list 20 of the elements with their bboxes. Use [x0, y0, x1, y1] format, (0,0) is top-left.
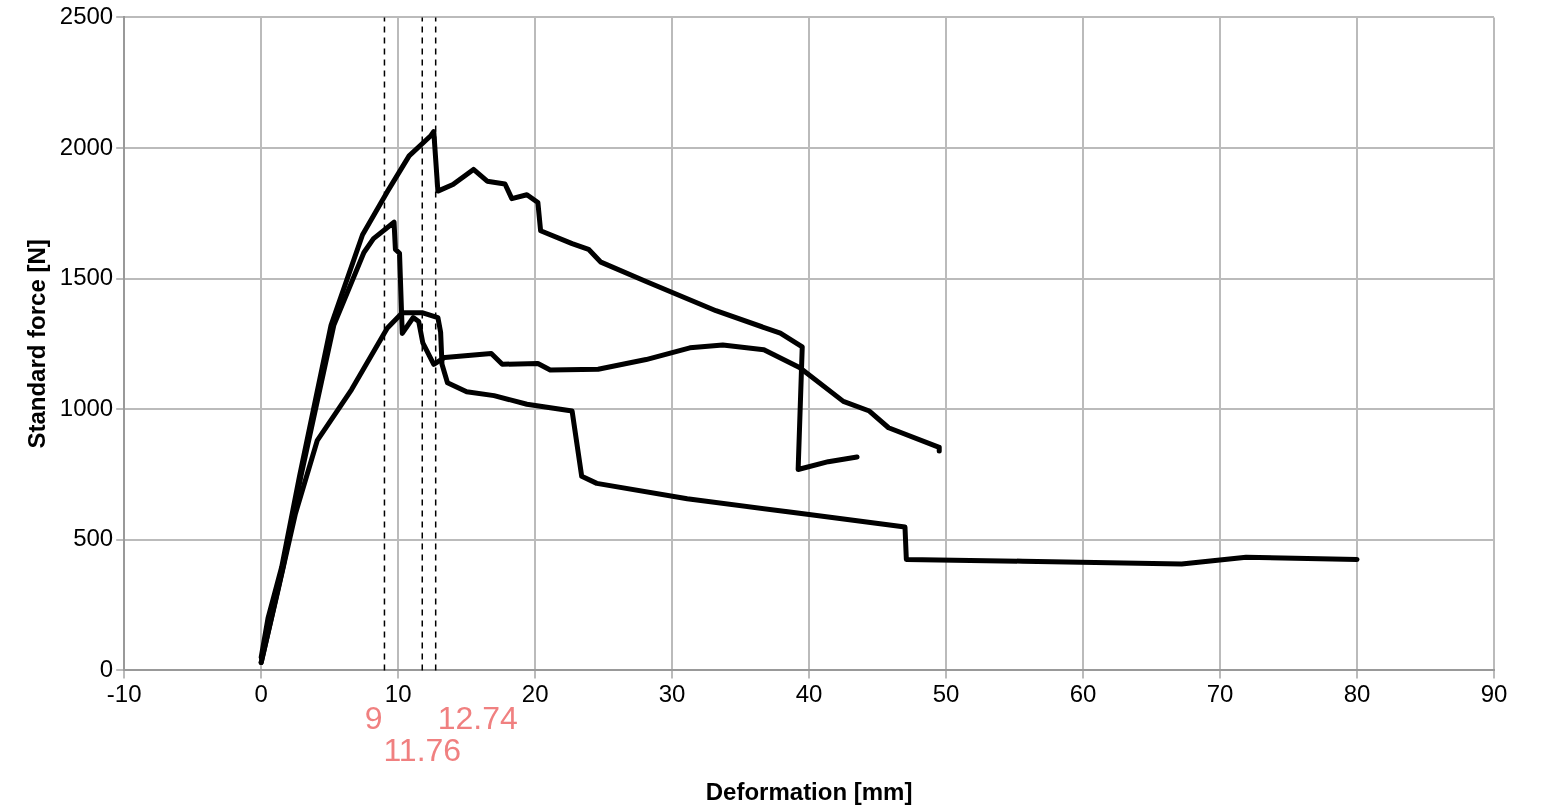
- x-tick-label: 70: [1206, 680, 1234, 708]
- y-tick-label: 0: [99, 655, 114, 683]
- y-axis-title: Standard force [N]: [23, 239, 51, 449]
- x-tick-label: 0: [254, 680, 268, 708]
- x-tick-label: 80: [1343, 680, 1371, 708]
- x-tick-label: -10: [106, 680, 142, 708]
- y-tick-label: 500: [73, 524, 114, 552]
- x-tick-label: 30: [658, 680, 686, 708]
- x-tick-label: 60: [1069, 680, 1097, 708]
- y-tick-label: 2000: [59, 132, 114, 160]
- x-tick-label: 50: [932, 680, 960, 708]
- y-tick-label: 2500: [59, 2, 114, 30]
- x-tick-label: 90: [1480, 680, 1508, 708]
- ref-line-label: 9: [364, 700, 383, 737]
- x-tick-label: 10: [384, 680, 412, 708]
- x-tick-label: 20: [521, 680, 549, 708]
- x-tick-label: 40: [795, 680, 823, 708]
- x-axis-title: Deformation [mm]: [705, 778, 913, 806]
- y-tick-label: 1500: [59, 263, 114, 291]
- y-tick-label: 1000: [59, 393, 114, 421]
